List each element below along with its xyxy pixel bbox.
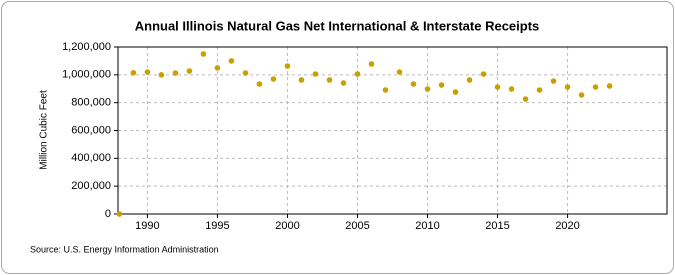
point <box>270 76 277 82</box>
plot-area <box>117 46 668 215</box>
x-tick-label: 1995 <box>205 220 229 232</box>
y-tick-label: 200,000 <box>71 180 111 192</box>
point <box>354 71 361 77</box>
point <box>256 81 263 87</box>
x-tick-label: 2005 <box>345 220 369 232</box>
point <box>214 65 221 71</box>
point <box>466 77 473 83</box>
point <box>508 86 515 92</box>
y-axis-label: Million Cubic Feet <box>39 90 50 170</box>
point <box>452 89 459 95</box>
point <box>130 69 137 76</box>
point <box>480 71 487 77</box>
y-tick-label: 0 <box>105 208 111 220</box>
point <box>242 70 249 76</box>
point <box>298 77 305 83</box>
point <box>438 82 445 88</box>
y-tick-label: 400,000 <box>71 152 111 164</box>
chart-title: Annual Illinois Natural Gas Net Internat… <box>135 18 540 33</box>
point <box>522 96 529 102</box>
point <box>382 87 389 93</box>
point <box>284 63 291 69</box>
point <box>340 80 347 86</box>
point <box>144 69 151 75</box>
point <box>326 77 333 83</box>
y-tick-label: 800,000 <box>71 97 111 109</box>
source: Source: U.S. Energy Information Administ… <box>30 244 219 254</box>
point <box>606 83 613 89</box>
x-tick-label: 2000 <box>275 220 299 232</box>
x-tick-label: 2015 <box>485 220 509 232</box>
x-tick-label: 2010 <box>415 220 439 232</box>
y-tick-label: 1,000,000 <box>62 69 111 81</box>
x-tick-label: 1990 <box>135 220 159 232</box>
point <box>228 58 235 64</box>
point <box>536 87 543 93</box>
point <box>312 71 319 77</box>
point <box>172 70 179 76</box>
point <box>592 84 599 90</box>
point <box>186 68 193 74</box>
point <box>368 61 375 67</box>
point <box>564 84 571 90</box>
point <box>424 86 431 92</box>
point <box>550 78 557 84</box>
point <box>396 69 403 75</box>
point <box>116 211 123 217</box>
point <box>494 84 501 90</box>
point <box>200 51 207 57</box>
x-tick-label: 2020 <box>555 220 579 232</box>
point <box>578 92 585 98</box>
point <box>158 72 165 78</box>
y-tick-label: 1,200,000 <box>62 41 111 53</box>
y-tick-label: 600,000 <box>71 124 111 136</box>
point <box>410 81 417 87</box>
